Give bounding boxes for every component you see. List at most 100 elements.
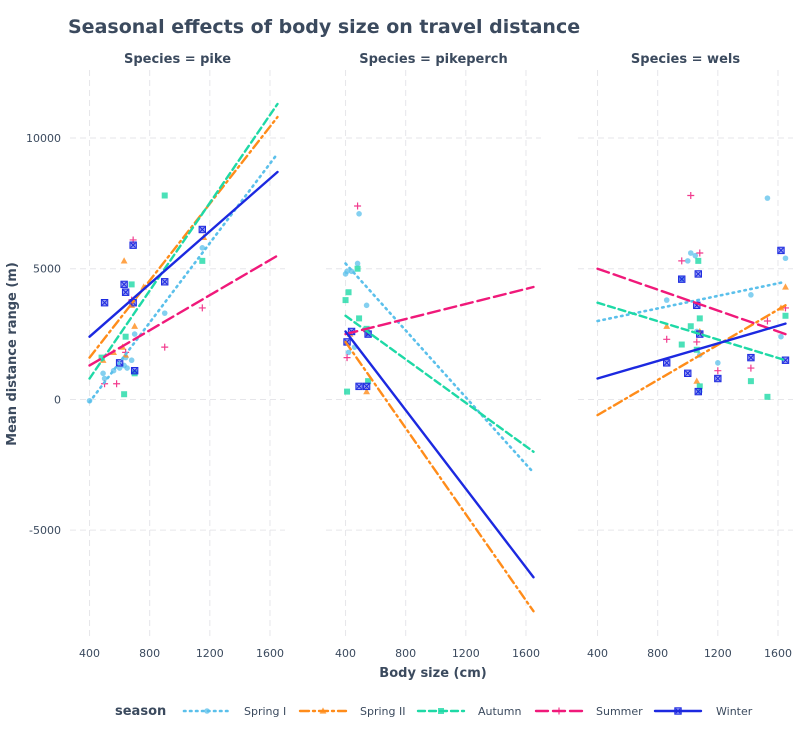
point-spring-i-3-13: [782, 255, 789, 262]
y-axis-label: Mean distance range (m): [5, 262, 20, 446]
point-spring-ii-1-7: [131, 322, 139, 329]
point-winter-3-5-cross: [695, 271, 702, 277]
point-autumn-2-5: [356, 315, 363, 322]
y-tick-label-5000: -5000: [29, 524, 61, 537]
point-spring-i-1-12: [199, 244, 206, 251]
point-winter-1-3: [120, 280, 128, 289]
point-winter-1-6: [129, 241, 137, 249]
point-winter-3-3: [684, 369, 692, 378]
point-winter-3-1: [663, 359, 671, 367]
panel-title-2: Species = pikeperch: [359, 52, 508, 67]
point-winter-1-9-cross: [199, 226, 206, 233]
point-summer-3-2: [678, 257, 686, 265]
point-summer-3-8: [763, 317, 771, 325]
point-autumn-2-2: [344, 388, 351, 395]
point-autumn-2-4: [354, 265, 361, 272]
x-tick-label-1200: 1200: [196, 647, 224, 660]
point-spring-i-1-3: [101, 375, 108, 382]
point-autumn-3-2: [687, 323, 694, 330]
trend-line-summer-1: [88, 254, 279, 367]
point-winter-1-4-cross: [122, 289, 129, 296]
legend-marker-winter: [674, 707, 682, 715]
point-winter-3-9-cross: [748, 354, 754, 361]
panel-3: 400 800 1200 1600 Species = wels: [578, 52, 793, 660]
x-axis-label: Body size (cm): [379, 666, 486, 681]
point-spring-i-3-5: [692, 252, 699, 259]
point-winter-2-4-cross: [363, 383, 370, 390]
point-spring-i-2-2: [344, 268, 350, 275]
point-winter-3-10: [777, 246, 785, 255]
point-winter-3-2: [678, 275, 686, 283]
point-autumn-3-6: [696, 383, 703, 390]
point-winter-3-10-cross: [778, 247, 784, 254]
point-spring-ii-3-1: [663, 322, 671, 329]
legend: season Spring I Spring II Autumn Summer Wint…: [115, 704, 753, 719]
point-autumn-3-7: [747, 378, 754, 385]
trend-line-spring-ii-1: [88, 115, 279, 359]
trend-line-spring-ii-2: [344, 340, 535, 613]
trend-line-spring-i-1: [88, 152, 279, 404]
point-spring-i-1-11: [161, 310, 168, 316]
point-autumn-2-7: [365, 378, 372, 385]
point-winter-1-1: [100, 299, 109, 307]
x-tick-label-800: 800: [647, 647, 668, 660]
point-winter-3-5: [694, 270, 702, 278]
legend-title: season: [115, 704, 166, 719]
point-spring-ii-3-2: [693, 377, 701, 384]
point-autumn-1-4: [128, 281, 135, 288]
panel-title-3: Species = wels: [631, 52, 740, 67]
legend-label-summer: Summer: [596, 705, 643, 718]
x-tick-label-1600: 1600: [512, 647, 540, 660]
point-summer-3-3: [687, 192, 695, 200]
point-winter-1-7-cross: [131, 367, 138, 374]
point-winter-3-6-cross: [695, 388, 702, 395]
point-spring-i-2-6: [354, 260, 361, 267]
point-spring-i-1-10: [131, 331, 138, 337]
point-summer-2-2: [354, 202, 362, 210]
point-autumn-3-5: [696, 315, 703, 322]
point-summer-3-4: [693, 338, 701, 346]
x-tick-label-1200: 1200: [704, 647, 732, 660]
point-summer-3-5: [696, 249, 704, 257]
panel-title-1: Species = pike: [124, 52, 231, 67]
point-autumn-1-1: [98, 354, 105, 361]
legend-item-spring-ii: Spring II: [298, 705, 405, 718]
point-winter-3-1-cross: [663, 360, 670, 366]
point-autumn-3-8: [764, 393, 771, 400]
trend-line-spring-i-2: [344, 262, 535, 474]
y-tick-label-5000: 5000: [33, 263, 61, 276]
x-tick-label-1600: 1600: [256, 647, 284, 660]
chart-title: Seasonal effects of body size on travel …: [68, 16, 580, 38]
y-tick-label-0: 0: [54, 393, 61, 406]
panel-1: 400 800 1200 1600 10000 5000 0 -5000 Species = p…: [26, 52, 285, 660]
legend-label-spring-i: Spring I: [244, 705, 286, 718]
legend-item-winter: Winter: [653, 705, 753, 718]
point-summer-3-7: [747, 364, 755, 372]
point-spring-i-3-4: [687, 250, 694, 256]
trend-line-autumn-2: [344, 314, 535, 453]
x-tick-label-400: 400: [335, 647, 356, 660]
point-autumn-1-2: [121, 391, 128, 398]
point-autumn-1-3: [122, 333, 129, 340]
point-winter-3-6: [694, 387, 702, 396]
point-summer-2-1: [343, 354, 351, 362]
point-winter-1-9: [198, 225, 207, 234]
x-tick-label-400: 400: [587, 647, 608, 660]
point-winter-3-8: [714, 374, 722, 383]
x-tick-label-1200: 1200: [452, 647, 480, 660]
point-winter-2-3: [355, 382, 363, 391]
point-winter-1-8: [161, 278, 169, 286]
x-tick-label-800: 800: [395, 647, 416, 660]
point-autumn-1-7: [199, 257, 206, 264]
y-tick-label-10000: 10000: [26, 132, 61, 145]
point-autumn-3-9: [782, 312, 789, 319]
point-spring-i-1-8: [124, 365, 130, 371]
legend-marker-spring-i: [204, 708, 210, 714]
panel-2: 400 800 1200 1600 Species = pikeperch: [326, 52, 541, 660]
point-winter-1-1-cross: [101, 299, 108, 306]
point-spring-i-3-10: [748, 292, 754, 298]
legend-marker-spring-ii: [319, 707, 327, 714]
x-tick-label-400: 400: [79, 647, 100, 660]
trend-line-summer-3: [596, 267, 787, 336]
point-winter-3-9: [747, 353, 755, 362]
